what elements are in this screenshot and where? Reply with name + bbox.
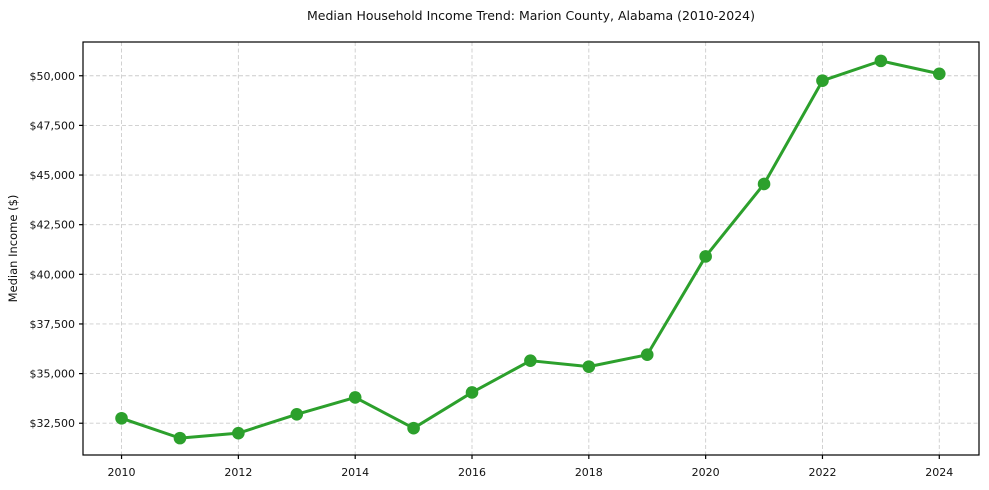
data-point-2021 [757, 177, 771, 191]
plot-frame [82, 41, 980, 456]
data-point-2012 [232, 426, 245, 440]
y-tick-label: $50,000 [30, 70, 76, 83]
grid-layer [83, 42, 979, 455]
data-point-2022 [816, 74, 829, 88]
data-point-2023 [874, 54, 888, 68]
x-tick-label: 2020 [692, 466, 720, 479]
data-point-2016 [465, 386, 479, 399]
y-tick-label: $32,500 [30, 417, 76, 430]
data-point-2013 [290, 407, 304, 421]
x-tick-label: 2022 [808, 466, 836, 479]
data-point-2014 [348, 391, 362, 404]
y-tick-label: $35,000 [30, 368, 76, 381]
axes-frame [82, 41, 980, 456]
x-tick-label: 2012 [224, 466, 252, 479]
y-tick-label: $37,500 [30, 318, 76, 331]
data-point-2024 [932, 67, 946, 81]
trend-line [120, 59, 941, 440]
chart-title: Median Household Income Trend: Marion Co… [307, 8, 755, 23]
data-point-2018 [582, 360, 596, 373]
data-point-2010 [115, 411, 128, 425]
y-axis-label: Median Income ($) [6, 195, 20, 303]
y-tick-label: $42,500 [30, 219, 76, 232]
x-tick-label: 2016 [458, 466, 486, 479]
tick-layer: $32,500 $35,000 $37,500 $40,000 $42,500 $45,0… [30, 70, 954, 479]
y-tick-label: $45,000 [30, 169, 76, 182]
x-tick-label: 2024 [925, 466, 953, 479]
data-point-2015 [407, 421, 420, 435]
y-tick-label: $40,000 [30, 268, 76, 281]
x-tick-label: 2014 [341, 466, 369, 479]
data-point-2020 [699, 250, 712, 263]
x-tick-label: 2018 [575, 466, 603, 479]
x-tick-label: 2010 [108, 466, 136, 479]
data-point-2019 [640, 348, 654, 362]
y-tick-label: $47,500 [30, 119, 76, 132]
series-layer [115, 54, 946, 445]
data-point-2017 [524, 354, 537, 367]
data-point-2011 [173, 431, 187, 445]
